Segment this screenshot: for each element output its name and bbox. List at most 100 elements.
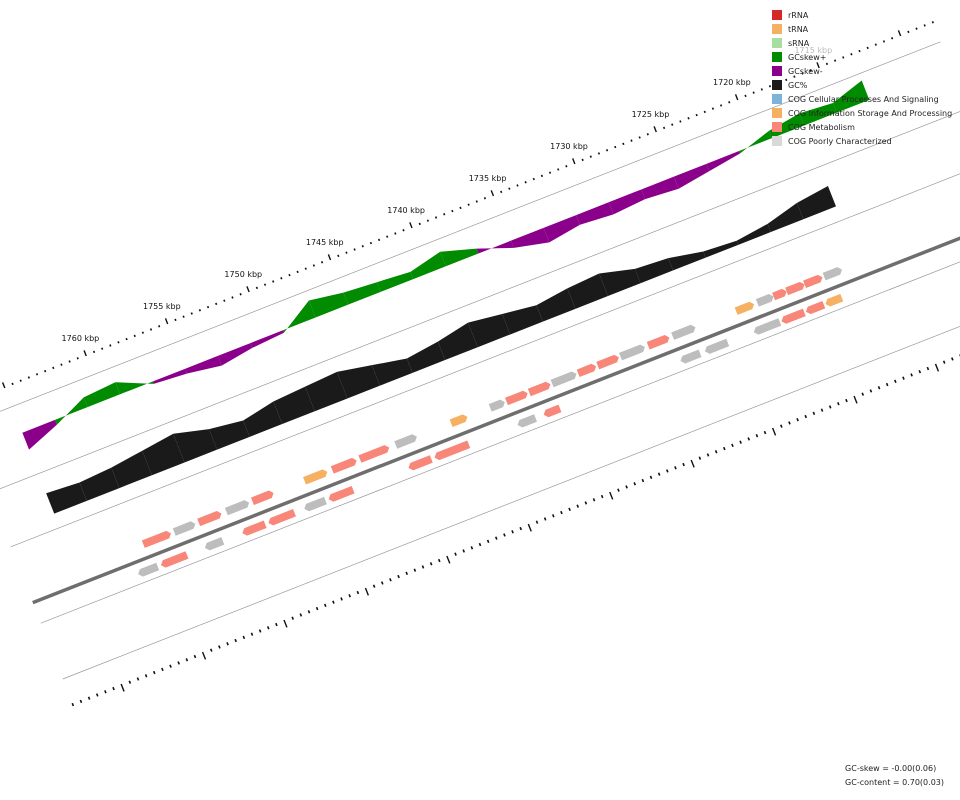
ruler-tick xyxy=(752,91,755,94)
ruler-tick xyxy=(734,94,739,101)
ruler-tick xyxy=(299,613,303,617)
gene-feature xyxy=(576,363,597,378)
ruler-tick xyxy=(283,619,288,628)
ruler-tick xyxy=(760,88,763,91)
ruler-tick xyxy=(193,654,197,659)
gene-feature xyxy=(822,267,843,281)
ruler-tick xyxy=(266,626,270,630)
ruler-tick xyxy=(557,168,560,171)
ruler-tick xyxy=(206,305,210,309)
ruler-tick xyxy=(532,177,535,181)
ruler-tick xyxy=(828,405,832,409)
coordinate-label: 1735 kbp xyxy=(469,174,507,183)
legend-label: COG Poorly Characterized xyxy=(788,136,892,146)
gc-content-segment xyxy=(209,420,250,450)
ruler-tick xyxy=(706,453,710,457)
gc-skew-segment xyxy=(115,381,154,395)
gc-skew-segment xyxy=(217,343,253,366)
ruler-tick xyxy=(144,674,148,678)
coordinate-label: 1760 kbp xyxy=(62,334,100,343)
ruler-tick xyxy=(804,414,808,419)
ruler-tick xyxy=(511,530,514,534)
gc-skew-segment xyxy=(706,151,740,172)
ruler-tick xyxy=(149,328,153,331)
ruler-tick xyxy=(918,370,922,374)
legend-item: rRNA xyxy=(772,8,952,22)
ruler-tick xyxy=(120,683,125,692)
gc-skew-stat: GC-skew = -0.00(0.06) xyxy=(845,764,937,773)
ruler-tick xyxy=(280,277,283,280)
ruler-tick xyxy=(833,59,837,62)
ruler-tick xyxy=(653,126,657,133)
track-guide-line xyxy=(0,111,960,490)
legend-label: tRNA xyxy=(788,24,809,34)
ruler-tick xyxy=(437,558,441,563)
ruler-tick xyxy=(837,402,840,406)
gc-skew-segment xyxy=(282,300,316,333)
ruler-tick xyxy=(353,248,356,251)
ruler-tick xyxy=(356,590,360,595)
gc-skew-segment xyxy=(410,251,446,280)
ruler-tick xyxy=(201,651,207,660)
ruler-tick xyxy=(951,357,954,361)
ruler-tick xyxy=(446,555,451,564)
gene-feature xyxy=(596,354,619,370)
ruler-tick xyxy=(174,318,177,322)
gene-feature xyxy=(250,490,274,506)
gene-feature xyxy=(755,294,774,307)
ruler-tick xyxy=(19,379,22,382)
ruler-tick xyxy=(76,357,79,360)
gc-content-segment xyxy=(336,365,380,399)
ruler-tick xyxy=(695,113,698,117)
ruler-tick xyxy=(418,222,421,226)
gene-feature xyxy=(242,520,267,536)
gc-content-segment xyxy=(502,305,543,335)
gene-feature xyxy=(772,288,787,301)
ruler-tick xyxy=(617,488,620,492)
ruler-tick xyxy=(877,386,881,390)
gc-skew-segment xyxy=(739,130,772,154)
ruler-tick xyxy=(592,498,596,502)
ruler-tick xyxy=(364,587,370,596)
ruler-tick xyxy=(801,72,804,75)
legend-label: GCskew+ xyxy=(788,52,827,62)
ruler-tick xyxy=(454,552,457,556)
ruler-tick xyxy=(744,94,747,98)
gc-content-segment xyxy=(243,401,283,437)
ruler-tick xyxy=(226,642,229,646)
ruler-tick xyxy=(486,539,490,544)
ruler-tick xyxy=(312,264,316,267)
ruler-tick xyxy=(470,546,474,550)
gc-content-segment xyxy=(599,268,641,297)
ruler-tick xyxy=(71,702,75,707)
ruler-tick xyxy=(35,373,39,376)
gene-feature xyxy=(527,381,551,397)
ruler-tick xyxy=(926,366,930,371)
ruler-tick xyxy=(540,174,544,178)
gc-skew-segment xyxy=(832,80,870,113)
gc-skew-segment xyxy=(641,176,679,200)
ruler-tick xyxy=(902,376,905,380)
ruler-tick xyxy=(92,350,96,354)
ruler-tick xyxy=(52,366,55,370)
ruler-tick xyxy=(443,213,446,216)
ruler-tick xyxy=(372,584,376,588)
ruler-tick xyxy=(589,155,592,158)
gene-feature xyxy=(646,335,670,350)
ruler-tick xyxy=(1,382,6,389)
ruler-tick xyxy=(500,190,503,194)
gc-content-segment xyxy=(305,371,348,412)
ruler-tick xyxy=(812,411,816,416)
ruler-tick xyxy=(763,430,767,435)
gc-content-segment xyxy=(736,223,771,245)
ruler-tick xyxy=(95,693,99,697)
ruler-tick xyxy=(535,520,539,524)
legend-item: COG Information Storage And Processing xyxy=(772,106,952,120)
ruler-tick xyxy=(600,494,604,499)
legend-label: COG Information Storage And Processing xyxy=(788,108,953,118)
ruler-tick xyxy=(340,597,343,601)
legend-swatch xyxy=(772,108,782,118)
ruler-tick xyxy=(386,235,389,238)
ruler-tick xyxy=(323,603,327,608)
gene-feature xyxy=(303,469,328,485)
